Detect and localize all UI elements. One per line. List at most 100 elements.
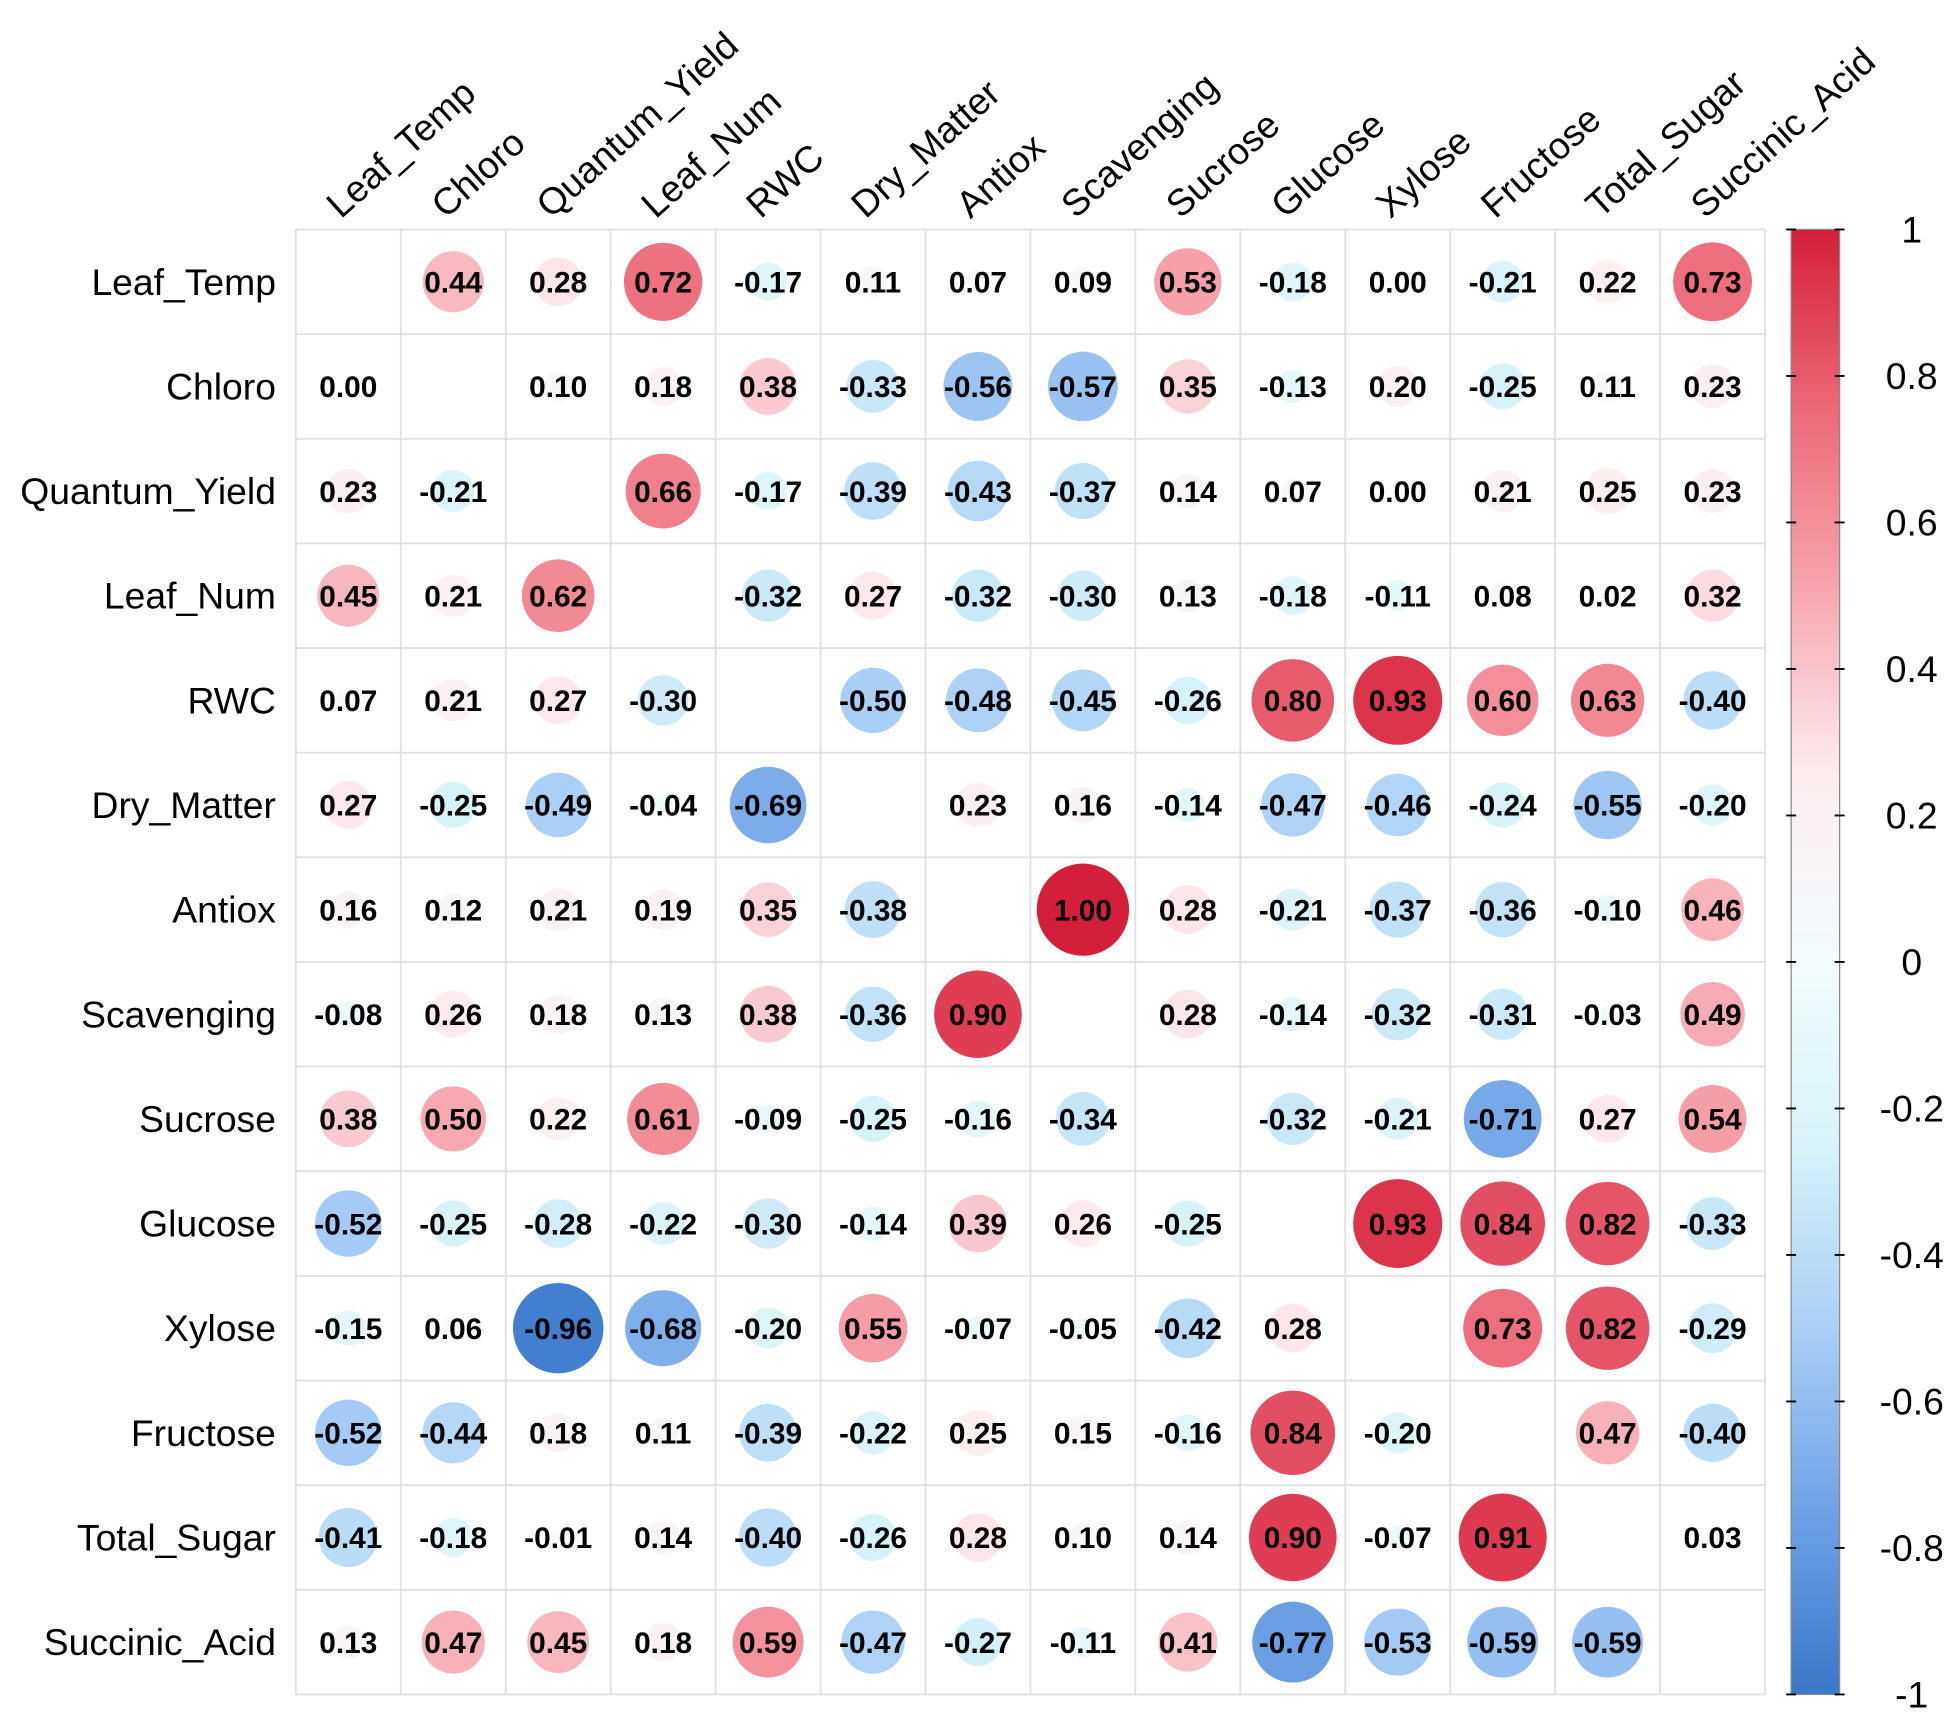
corr-circle [1678,1085,1747,1153]
value-label: -0.56 [944,371,1012,404]
corr-circle [945,668,1010,733]
value-label: 0.46 [1684,894,1742,927]
corr-circle [1573,770,1642,840]
corr-circle [1164,1200,1211,1247]
colorbar-tick-label: -0.4 [1880,1234,1944,1276]
corr-circle [841,1610,905,1674]
value-label: 0.22 [1579,267,1637,300]
corr-circle [432,469,475,513]
corr-circle [1479,363,1526,410]
corr-circle [747,1307,789,1349]
value-label: -0.53 [1364,1627,1432,1660]
value-label: 0.28 [1159,999,1217,1032]
value-label: 0.25 [949,1418,1007,1451]
value-label: -0.21 [419,476,487,509]
colorbar [1790,228,1841,1696]
corr-circle [1169,1414,1207,1452]
corr-circle [1480,782,1526,828]
corr-circle [432,574,475,617]
corr-circle [738,1508,798,1567]
corr-circle [849,1095,897,1142]
value-label: 0.26 [424,999,482,1032]
value-label: 0.00 [1369,267,1427,300]
value-label: 0.27 [844,580,902,613]
corr-circle [420,1086,486,1152]
corr-circle [1385,1525,1410,1550]
corr-circle [1171,579,1205,613]
value-label: 0.25 [1579,476,1637,509]
value-label: 0.21 [1474,476,1532,509]
corr-circle [430,781,477,829]
value-label: 0.00 [1369,476,1427,509]
corr-circle [625,1290,702,1367]
corr-circle [1601,589,1615,603]
corr-circle [949,1194,1007,1253]
value-label: 0.18 [529,999,587,1032]
value-label: -0.21 [1259,894,1327,927]
corr-circle [1481,260,1524,303]
value-label: 0.47 [424,1627,482,1660]
corr-circle [521,559,595,633]
corr-circle [335,1001,362,1028]
corr-circle [1366,773,1430,837]
value-label: 0.90 [949,999,1007,1032]
corr-circle [1690,468,1735,514]
value-label: -0.31 [1469,999,1537,1032]
corr-circle [1157,1298,1218,1359]
value-label: -0.40 [1679,685,1747,718]
row-label: Leaf_Num [104,575,276,617]
corr-circle [855,1206,891,1241]
corr-circle [1681,878,1744,941]
corr-circle [1570,663,1645,737]
corr-circle [326,468,371,514]
value-label: 0.06 [424,1313,482,1346]
corr-circle [1275,997,1311,1032]
corr-circle [1170,787,1206,823]
value-label: 0.14 [1159,1522,1217,1555]
corr-circle [741,569,795,622]
corr-circle [844,462,902,520]
value-label: -0.11 [1365,580,1431,613]
corr-circle [732,1606,804,1678]
corr-circle [319,1090,377,1148]
corr-circle [1376,1097,1419,1141]
corr-circle [1055,1092,1110,1146]
corr-circle [512,1283,604,1374]
corr-circle [934,970,1022,1058]
column-label: Glucose [1263,103,1393,226]
corr-circle [1353,1179,1443,1268]
value-label: 0.28 [1264,1313,1322,1346]
value-label: 0.38 [739,371,797,404]
value-label: -0.32 [944,580,1012,613]
value-label: -0.44 [419,1418,487,1451]
value-label: -0.29 [1679,1313,1747,1346]
value-label: -0.17 [734,476,802,509]
corr-circle [1683,671,1742,730]
value-label: 0.10 [529,371,587,404]
value-label: 0.18 [634,371,692,404]
value-label: 0.08 [1474,580,1532,613]
value-label: -0.49 [524,790,592,823]
corr-circle [1271,888,1314,931]
corr-circle [430,1200,477,1247]
value-label: 0.21 [529,894,587,927]
corr-circle [623,242,703,321]
corr-circle [1565,1181,1650,1266]
value-label: -0.32 [734,580,802,613]
row-label: RWC [188,679,276,721]
value-label: 0.15 [1054,1418,1112,1451]
value-label: -0.20 [734,1313,802,1346]
corr-circle [625,453,701,529]
corr-circle [965,1316,991,1341]
value-label: 0.28 [949,1522,1007,1555]
corr-circle [1691,784,1734,826]
value-label: 0.66 [634,476,692,509]
value-label: 0.16 [319,894,377,927]
corr-circle [947,460,1009,522]
corr-circle [1266,1092,1319,1145]
column-label: RWC [738,135,832,225]
value-label: 0.00 [319,371,377,404]
value-label: 0.14 [634,1522,692,1555]
